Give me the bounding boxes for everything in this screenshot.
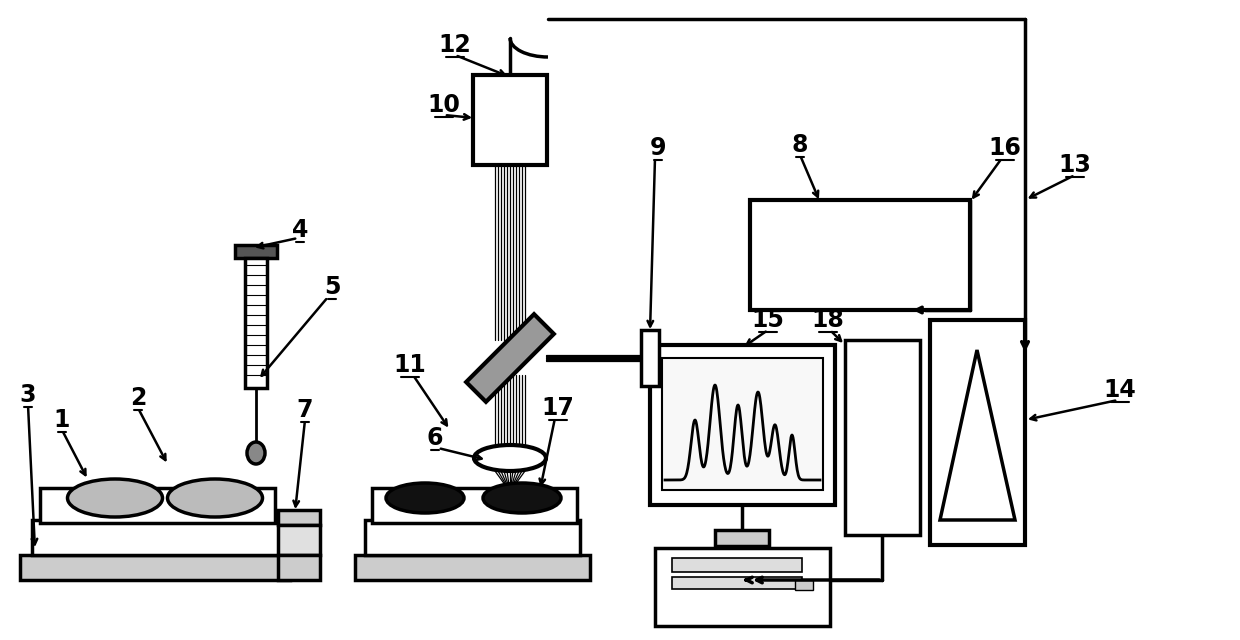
Text: 12: 12 [439, 33, 471, 57]
Text: 5: 5 [324, 275, 340, 299]
Text: 16: 16 [988, 136, 1022, 160]
Bar [372, 488, 577, 523]
Bar [930, 320, 1025, 545]
Bar [662, 358, 823, 490]
Text: 18: 18 [811, 308, 844, 332]
Text: 9: 9 [650, 136, 666, 160]
Bar [246, 258, 267, 388]
Text: 4: 4 [291, 218, 309, 242]
Bar [655, 548, 830, 626]
Text: 15: 15 [751, 308, 785, 332]
Text: 3: 3 [20, 383, 36, 407]
Bar [20, 555, 290, 580]
Ellipse shape [474, 445, 546, 471]
Text: 8: 8 [792, 133, 808, 157]
Text: 6: 6 [427, 426, 443, 450]
Text: 10: 10 [428, 93, 460, 117]
Bar [40, 488, 275, 523]
Bar [844, 340, 920, 535]
Ellipse shape [484, 483, 560, 513]
Bar [672, 577, 802, 589]
Polygon shape [466, 314, 554, 402]
Bar [236, 245, 277, 258]
Bar [472, 75, 547, 165]
Bar [365, 520, 580, 555]
Text: 7: 7 [296, 398, 314, 422]
Bar [795, 580, 813, 590]
Bar [355, 555, 590, 580]
Bar [278, 555, 320, 580]
Bar [278, 525, 320, 555]
Text: 17: 17 [542, 396, 574, 420]
Bar [32, 520, 280, 555]
Bar [672, 558, 802, 572]
Bar [278, 510, 320, 525]
Ellipse shape [247, 442, 265, 464]
Bar [750, 200, 970, 310]
Ellipse shape [67, 479, 162, 517]
Text: 14: 14 [1104, 378, 1136, 402]
Polygon shape [940, 350, 1016, 520]
Bar [650, 345, 835, 505]
Text: 11: 11 [393, 353, 427, 377]
Text: 2: 2 [130, 386, 146, 410]
Bar [715, 530, 769, 546]
Bar [641, 330, 658, 386]
Ellipse shape [167, 479, 263, 517]
Text: 13: 13 [1059, 153, 1091, 177]
Ellipse shape [386, 483, 464, 513]
Text: 1: 1 [53, 408, 71, 432]
